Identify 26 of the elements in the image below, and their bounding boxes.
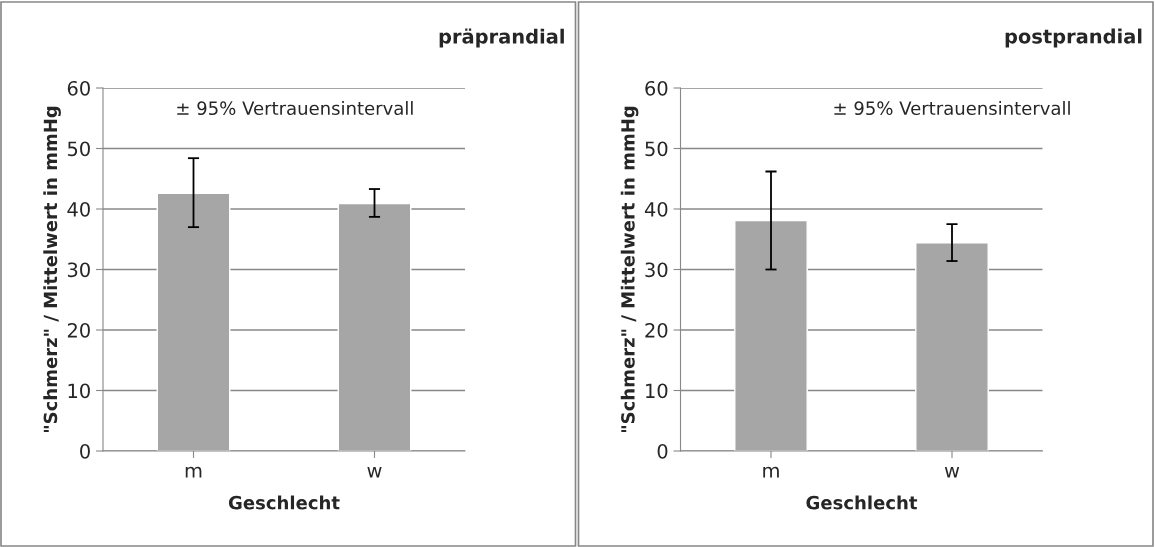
y-tick-label: 20 <box>67 322 90 338</box>
y-tick-label: 10 <box>646 383 668 399</box>
y-tick-label: 50 <box>645 141 668 157</box>
y-tick-label: 60 <box>67 80 90 96</box>
y-tick-label: 10 <box>68 383 90 399</box>
x-axis-title: Geschlecht <box>228 495 340 510</box>
y-tick-label: 50 <box>67 141 90 157</box>
x-axis-title: Geschlecht <box>806 495 918 510</box>
y-tick-label: 60 <box>645 80 668 96</box>
y-tick-label: 40 <box>644 201 668 217</box>
x-tick-label: w <box>367 466 382 478</box>
x-tick-label: w <box>944 466 960 478</box>
y-axis-title: "Schmerz" / Mittelwert in mmHg <box>43 106 61 433</box>
y-axis-title: "Schmerz" / Mittelwert in mmHg <box>620 106 639 433</box>
chart-title: präprandial <box>439 28 564 48</box>
y-tick-label: 0 <box>80 443 90 459</box>
x-tick-label: m <box>185 466 202 478</box>
y-tick-label: 20 <box>645 322 668 338</box>
y-tick-label: 0 <box>657 443 668 459</box>
annotation: ± 95% Vertrauensintervall <box>177 101 413 116</box>
x-tick-label: m <box>763 466 779 478</box>
y-tick-label: 40 <box>67 201 90 217</box>
y-tick-label: 30 <box>645 262 668 278</box>
annotation: ± 95% Vertrauensintervall <box>834 101 1070 116</box>
y-tick-label: 30 <box>67 262 90 278</box>
chart-title: postprandial <box>1005 28 1142 48</box>
